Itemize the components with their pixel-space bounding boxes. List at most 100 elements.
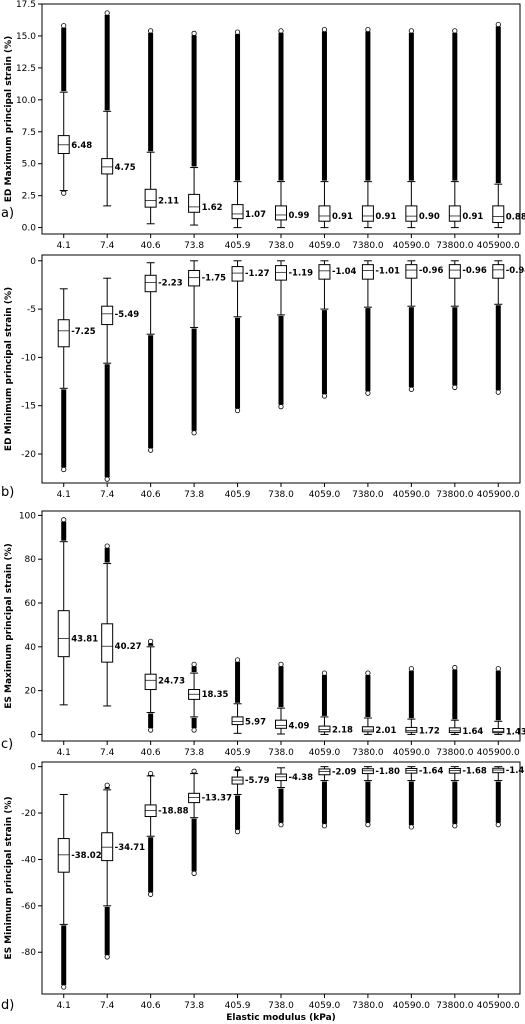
- chart-panel-4: 0 -20 -40 -60 -80 ES Minimum principal strain…: [1, 761, 525, 1023]
- outlier-point-low: [148, 447, 154, 453]
- y-tick-label: -80: [21, 948, 36, 958]
- outlier-point-low: [191, 727, 197, 733]
- outlier-point-high: [191, 661, 197, 667]
- median-label: 4.09: [289, 721, 310, 731]
- box-40590.0: 1.72: [405, 666, 440, 737]
- outlier-point-low: [148, 891, 154, 897]
- x-tick-label: 4059.0: [309, 490, 341, 500]
- median-label: 6.48: [71, 141, 92, 151]
- median-label: -18.88: [158, 806, 188, 816]
- outlier-point-high: [408, 28, 414, 34]
- outlier-point-high: [278, 28, 284, 34]
- iqr-box: [231, 266, 244, 282]
- median-label: 0.91: [332, 212, 353, 222]
- iqr-box: [492, 264, 505, 279]
- box-73.8: -13.37: [188, 768, 232, 876]
- box-73.8: 1.62: [188, 30, 223, 226]
- box-405.9: -5.79: [231, 766, 270, 835]
- y-axis-label: ES Maximum principal strain (%): [4, 543, 14, 709]
- x-tick-label: 73.8: [184, 748, 204, 758]
- outlier-point-high: [191, 30, 197, 36]
- outlier-point-low: [104, 954, 110, 960]
- iqr-box: [231, 716, 244, 726]
- panel-label: b): [1, 485, 14, 500]
- x-tick-label: 738.0: [268, 490, 294, 500]
- box-738.0: -4.38: [275, 767, 314, 828]
- iqr-box: [231, 776, 244, 785]
- iqr-box: [101, 623, 114, 663]
- x-tick-label: 4.1: [57, 748, 71, 758]
- median-label: 1.07: [245, 210, 266, 220]
- median-label: 0.88: [506, 212, 525, 222]
- iqr-box: [405, 264, 418, 279]
- median-label: -2.09: [332, 767, 357, 777]
- box-73800.0: -1.68: [448, 766, 487, 829]
- median-label: -1.04: [332, 267, 357, 277]
- box-4059.0: 0.91: [318, 26, 353, 229]
- outlier-point-low: [234, 407, 241, 414]
- outlier-point-high: [234, 657, 241, 663]
- outlier-point-low: [278, 822, 284, 828]
- iqr-box: [275, 205, 287, 221]
- box-7380.0: 2.01: [361, 670, 396, 736]
- iqr-box: [318, 264, 331, 280]
- outlier-point-low: [234, 828, 241, 835]
- x-tick-label: 40.6: [141, 748, 161, 758]
- outlier-point-low: [191, 870, 197, 876]
- median-label: 2.01: [375, 726, 396, 736]
- outlier-point-low: [408, 824, 414, 830]
- median-label: 1.64: [462, 727, 483, 737]
- box-738.0: 0.99: [275, 28, 310, 229]
- x-tick-label: 405900.0: [477, 241, 520, 251]
- median-label: 1.62: [202, 203, 223, 213]
- box-405900.0: -0.94: [492, 260, 525, 395]
- box-405900.0: 1.43: [492, 666, 525, 737]
- iqr-box: [57, 319, 70, 348]
- median-label: -4.38: [289, 773, 314, 783]
- panel-label: c): [1, 737, 13, 752]
- outlier-point-high: [452, 28, 458, 34]
- iqr-box: [318, 768, 331, 776]
- y-tick-label: 12.5: [16, 64, 36, 74]
- x-tick-label: 4059.0: [309, 748, 341, 758]
- iqr-box: [492, 205, 505, 223]
- x-tick-label: 40.6: [141, 1001, 161, 1011]
- median-label: 0.99: [289, 211, 310, 221]
- y-tick-label: -20: [21, 809, 36, 819]
- x-tick-label: 4.1: [57, 490, 71, 500]
- y-tick-label: -20: [21, 450, 36, 460]
- x-tick-label: 405.9: [225, 241, 251, 251]
- median-label: 0.91: [375, 212, 396, 222]
- x-tick-label: 405900.0: [477, 748, 520, 758]
- x-tick-label: 73800.0: [436, 241, 473, 251]
- iqr-box: [101, 832, 114, 862]
- median-label: -0.96: [419, 266, 444, 276]
- x-tick-label: 73800.0: [436, 490, 473, 500]
- x-tick-label: 405900.0: [477, 1001, 520, 1011]
- x-axis-label: Elastic modulus (kPa): [226, 1013, 336, 1023]
- x-tick-label: 40.6: [141, 490, 161, 500]
- x-tick-label: 73.8: [184, 490, 204, 500]
- x-tick-label: 738.0: [268, 748, 294, 758]
- y-tick-label: 40: [25, 643, 37, 653]
- box-7380.0: -1.01: [361, 260, 400, 396]
- box-7.4: -5.49: [101, 277, 140, 482]
- box-4.1: 43.81: [57, 517, 98, 706]
- panel-label: d): [1, 998, 14, 1013]
- box-4059.0: -1.04: [318, 260, 357, 399]
- box-7.4: 4.75: [101, 10, 136, 207]
- outlier-point-low: [61, 466, 67, 473]
- box-73.8: 18.35: [188, 661, 229, 733]
- x-tick-label: 40.6: [141, 241, 161, 251]
- iqr-box: [405, 205, 418, 222]
- iqr-box: [188, 269, 201, 287]
- box-73800.0: 1.64: [448, 665, 483, 737]
- outlier-point-high: [452, 665, 458, 671]
- y-tick-label: -5: [27, 305, 36, 315]
- box-7.4: 40.27: [101, 543, 142, 707]
- median-label: -1.80: [375, 767, 400, 777]
- y-tick-label: 0: [30, 763, 36, 773]
- outlier-point-low: [148, 727, 154, 733]
- median-label: -5.49: [115, 310, 140, 320]
- median-label: 1.72: [419, 727, 440, 737]
